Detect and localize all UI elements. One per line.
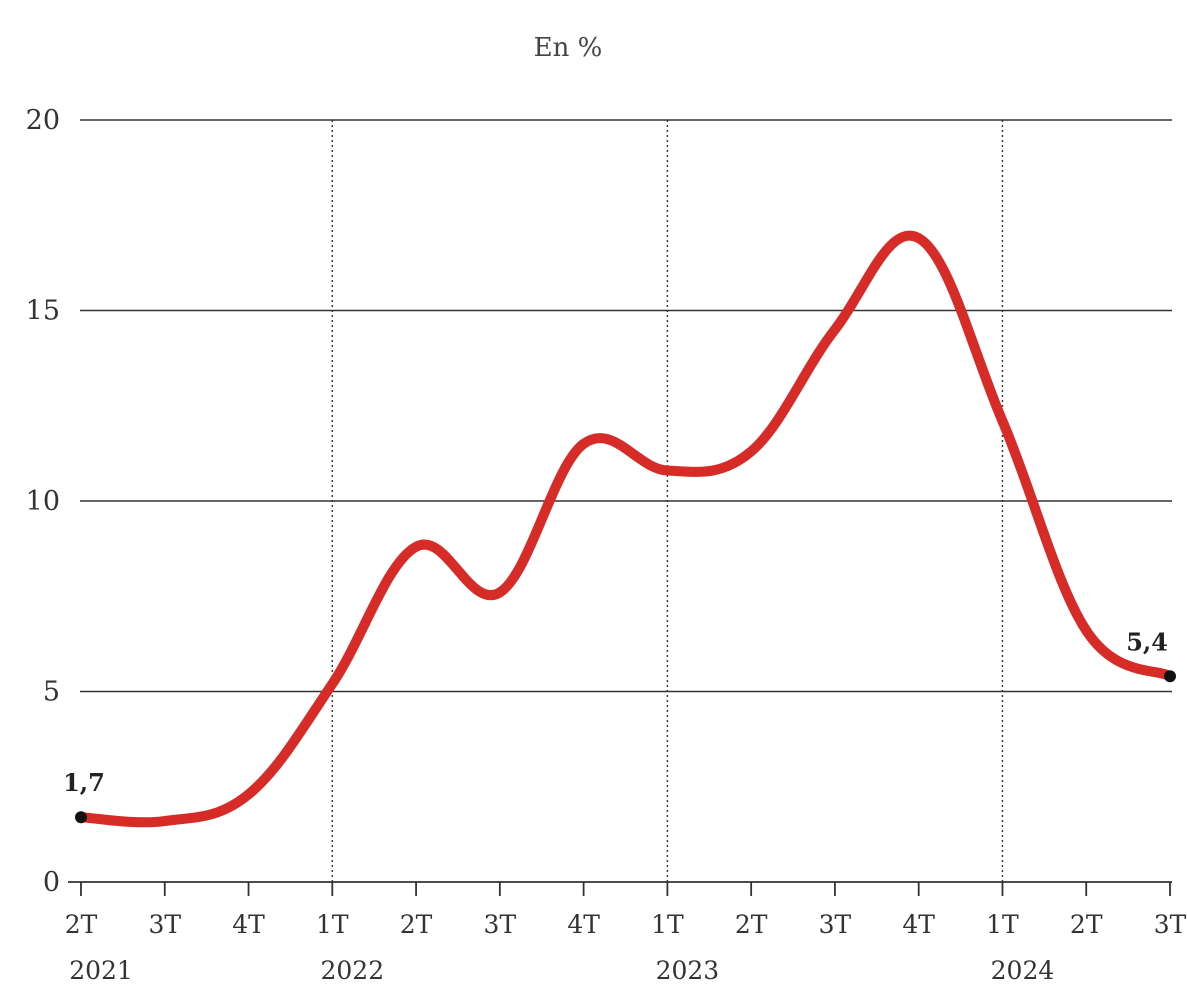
data-label: 1,7	[63, 768, 105, 797]
x-tick-label: 1T	[651, 910, 684, 939]
x-tick-label: 3T	[1154, 910, 1187, 939]
y-tick-label-0: 0	[43, 867, 60, 898]
x-tick-label: 2T	[65, 910, 98, 939]
endpoint-dot	[1164, 670, 1176, 683]
x-tick-label: 2T	[735, 910, 768, 939]
year-separators	[331, 120, 1004, 882]
x-tick-label: 3T	[819, 910, 852, 939]
y-tick-label-20: 20	[26, 105, 60, 136]
x-tick-label: 2T	[1070, 910, 1103, 939]
x-tick-label: 4T	[902, 910, 935, 939]
endpoint-dot	[75, 811, 87, 824]
data-label: 5,4	[1126, 627, 1168, 656]
series-layer	[76, 230, 1175, 828]
x-year-label-2023: 2023	[656, 956, 720, 985]
series-line	[76, 230, 1175, 828]
x-tick-label: 2T	[400, 910, 433, 939]
x-tick-label: 4T	[567, 910, 600, 939]
x-tick-label: 1T	[316, 910, 349, 939]
x-axis: 2T 3T 4T 1T 2T 3T 4T 1T 2T 3T 4T 1T 2T 3T 2021 2022 2023…	[65, 881, 1187, 985]
x-tick-label: 4T	[232, 910, 265, 939]
labels-layer: 1,7 5,4	[63, 627, 1176, 824]
x-tick-label: 3T	[484, 910, 517, 939]
x-year-label-2024: 2024	[991, 956, 1055, 985]
y-tick-label-15: 15	[26, 296, 60, 327]
unit-label: En %	[534, 33, 603, 63]
x-tick-label: 3T	[148, 910, 181, 939]
y-tick-label-10: 10	[26, 486, 60, 517]
x-year-label-2021: 2021	[69, 956, 133, 985]
x-year-label-2022: 2022	[320, 956, 384, 985]
grid-layer: 0 5 10 15 20	[26, 105, 1172, 898]
x-tick-label: 1T	[986, 910, 1019, 939]
y-tick-label-5: 5	[43, 677, 60, 708]
